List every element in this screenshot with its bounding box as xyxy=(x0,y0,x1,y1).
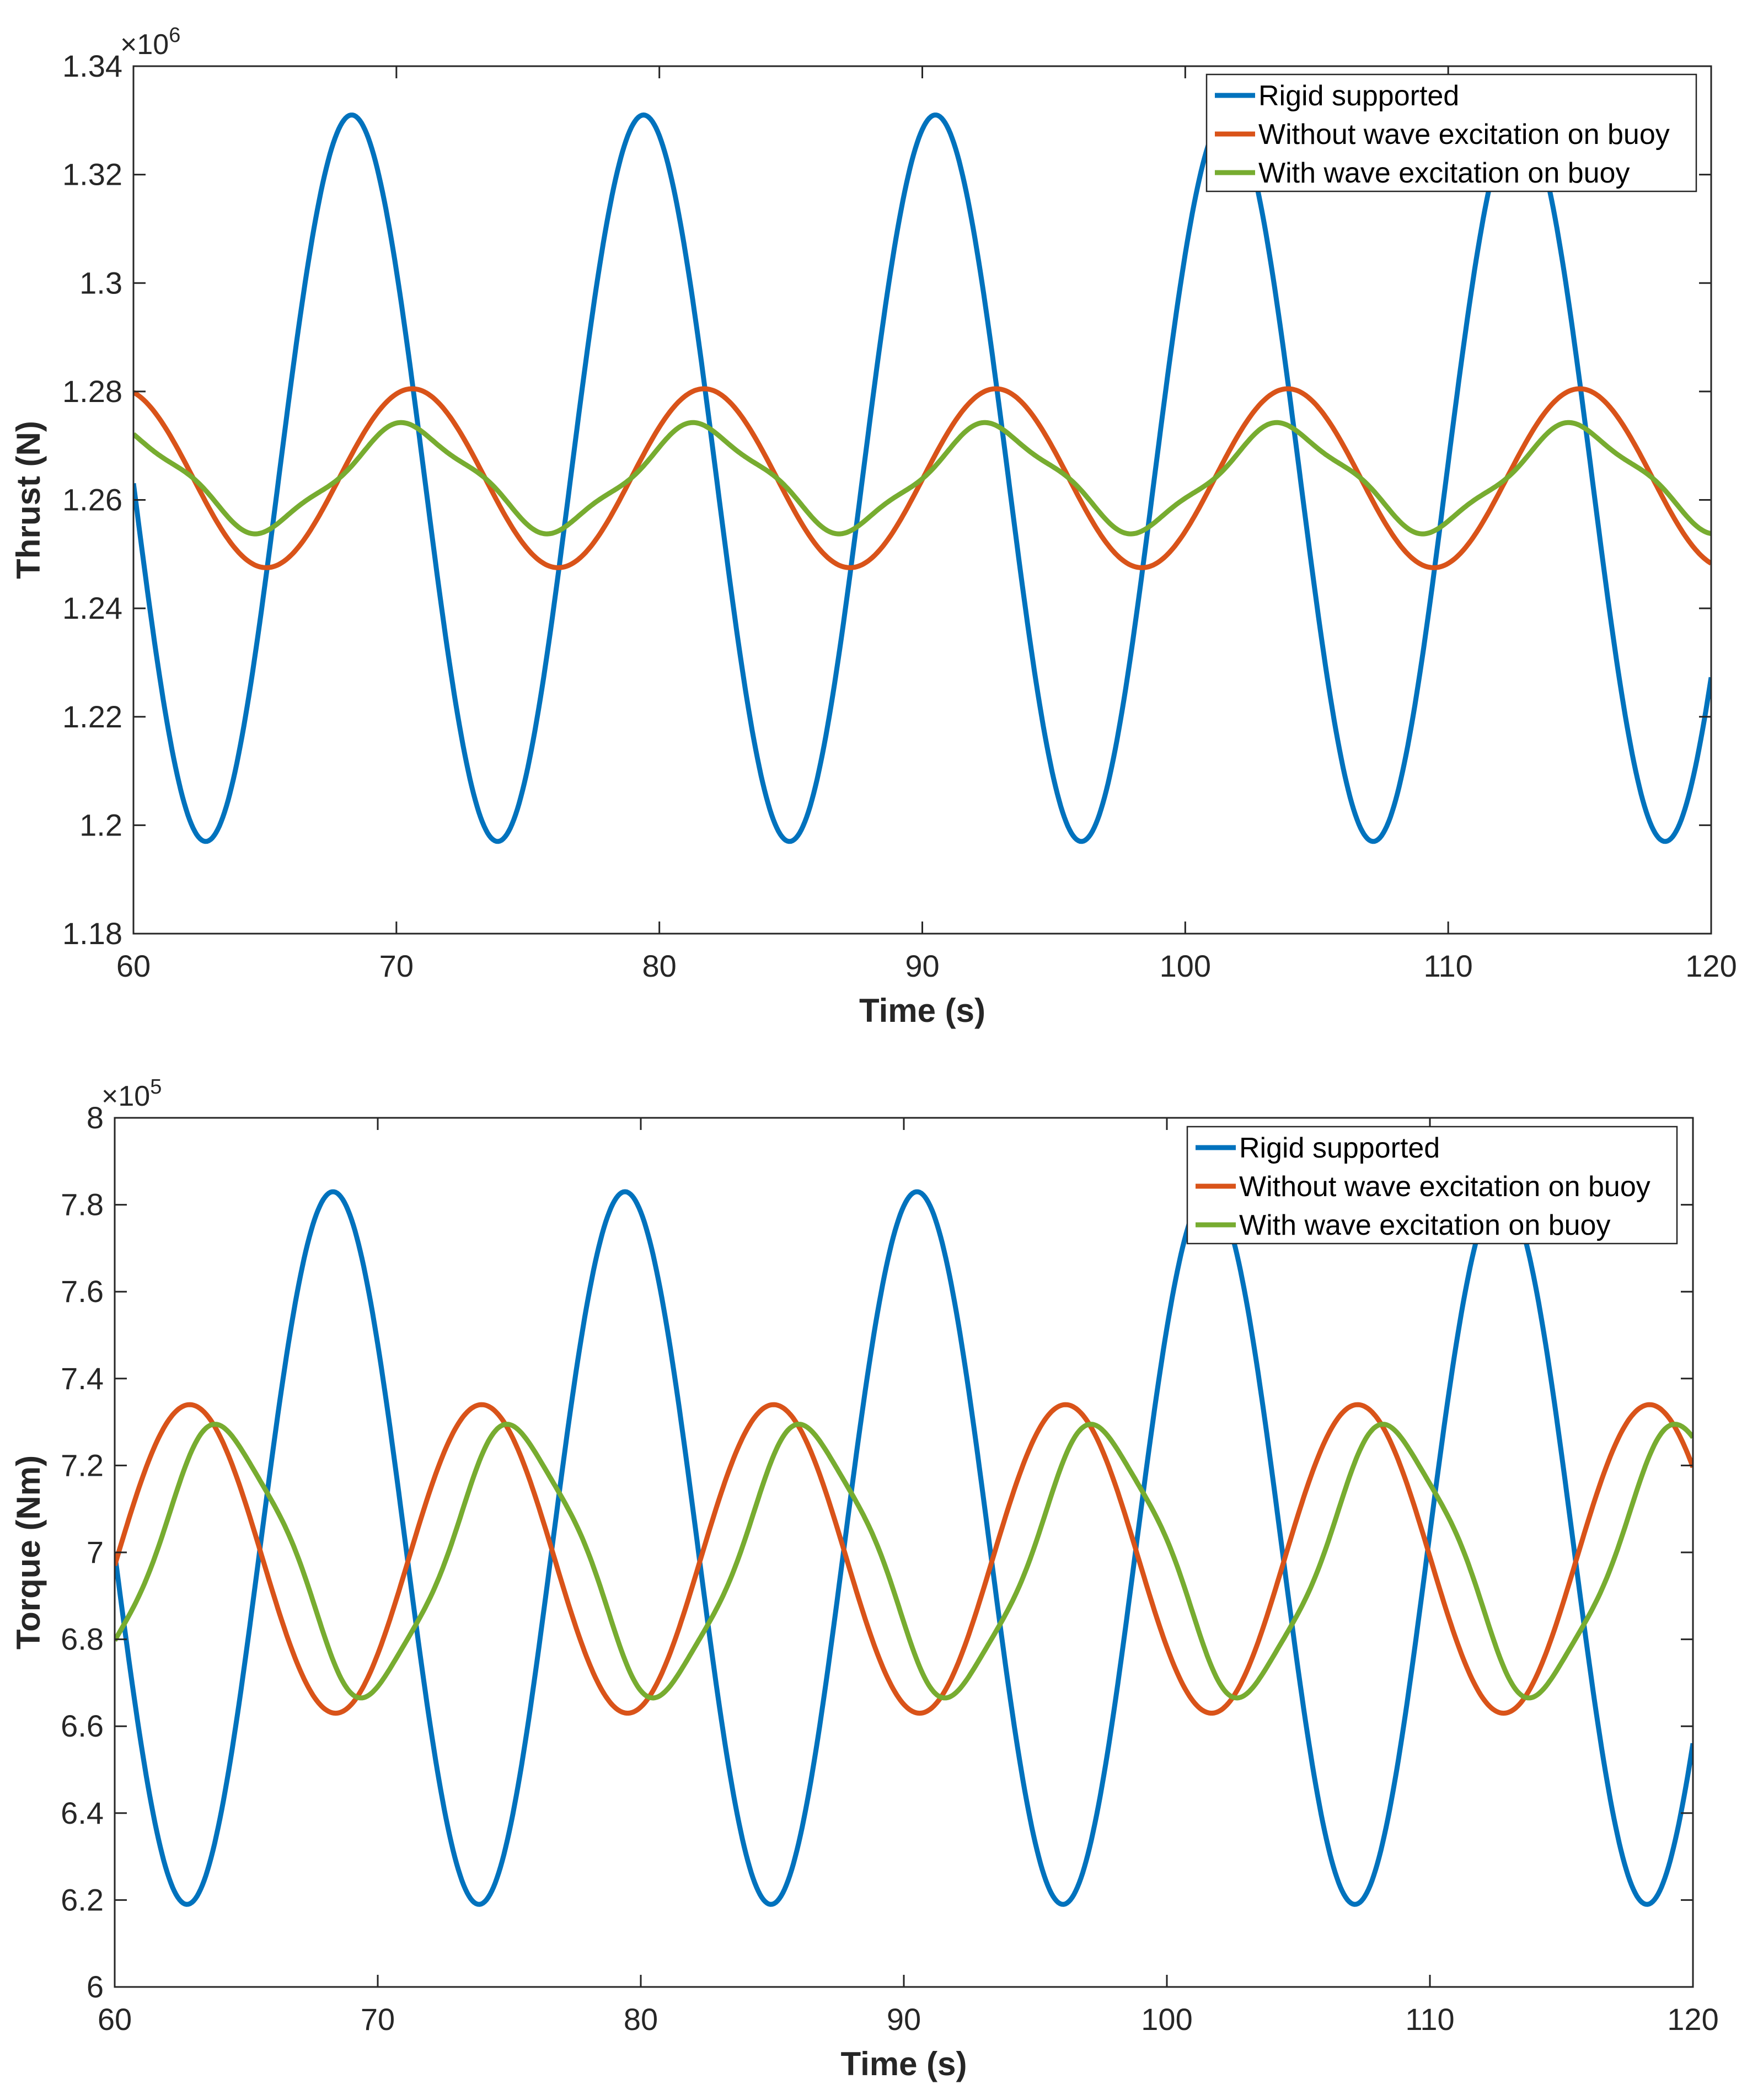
torque-curves xyxy=(115,1189,1693,1907)
thrust-y-tick-label: 1.24 xyxy=(62,591,122,625)
torque-y-tick-label: 7.4 xyxy=(61,1361,104,1396)
torque-x-tick-label: 100 xyxy=(1141,2002,1192,2037)
thrust-x-tick-label: 90 xyxy=(905,949,939,983)
thrust-legend: Rigid supported Without wave excitation o… xyxy=(1205,73,1697,192)
thrust-y-tick-label: 1.28 xyxy=(62,374,122,409)
thrust-y-tick-label: 1.22 xyxy=(62,699,122,734)
thrust-x-tick-label: 120 xyxy=(1685,949,1737,983)
torque-x-tick-label: 110 xyxy=(1405,2002,1454,2037)
torque-scale-base: ×10 xyxy=(101,1080,150,1112)
torque-ticks: 60 70 80 90 100 110 120 6 6.2 6.4 6.6 6.8 7 7.2 7.4 7.6… xyxy=(61,1100,1719,2037)
thrust-x-tick-label: 60 xyxy=(116,949,151,983)
torque-y-tick-label: 7.2 xyxy=(61,1448,104,1482)
thrust-legend-label-rigid-supported: Rigid supported xyxy=(1258,80,1459,112)
torque-legend-label-rigid-supported: Rigid supported xyxy=(1239,1132,1440,1164)
torque-legend-label-with-wave-excitation-on-buoy: With wave excitation on buoy xyxy=(1239,1209,1610,1241)
thrust-y-tick-label: 1.32 xyxy=(62,157,122,192)
thrust-curves xyxy=(133,113,1711,844)
torque-y-tick-label: 7.8 xyxy=(61,1187,104,1222)
thrust-y-tick-label: 1.18 xyxy=(62,916,122,951)
torque-chart: 60 70 80 90 100 110 120 6 6.2 6.4 6.6 6.8 7 7.2 7.4 7.6… xyxy=(10,1075,1719,2082)
thrust-ticks: 60 70 80 90 100 110 120 1.18 1.2 1.22 1.24 1.26 1.28… xyxy=(62,49,1737,983)
torque-x-tick-label: 70 xyxy=(361,2002,395,2037)
torque-y-scale-factor: ×105 xyxy=(101,1075,162,1112)
thrust-y-tick-label: 1.34 xyxy=(62,49,122,83)
thrust-scale-exponent: 6 xyxy=(169,24,180,47)
torque-y-tick-label: 6.4 xyxy=(61,1796,104,1830)
thrust-chart: 60 70 80 90 100 110 120 1.18 1.2 1.22 1.24 1.26 1.28… xyxy=(10,24,1737,1029)
torque-y-tick-label: 7 xyxy=(87,1535,104,1569)
torque-line-without-wave-excitation-on-buoy xyxy=(115,1402,1693,1716)
torque-x-tick-label: 60 xyxy=(98,2002,132,2037)
thrust-line-with-wave-excitation-on-buoy xyxy=(133,420,1711,537)
torque-y-tick-label: 6 xyxy=(87,1969,104,2004)
torque-legend-label-without-wave-excitation-on-buoy: Without wave excitation on buoy xyxy=(1239,1171,1650,1203)
torque-y-tick-label: 6.6 xyxy=(61,1708,104,1743)
thrust-line-rigid-supported xyxy=(133,113,1711,844)
torque-y-tick-label: 7.6 xyxy=(61,1274,104,1309)
thrust-x-axis-label: Time (s) xyxy=(859,992,985,1029)
thrust-y-tick-label: 1.2 xyxy=(79,807,122,842)
torque-x-tick-label: 80 xyxy=(624,2002,658,2037)
torque-legend-box xyxy=(1186,1126,1678,1245)
thrust-x-tick-label: 110 xyxy=(1424,949,1473,983)
torque-y-tick-label: 6.2 xyxy=(61,1882,104,1917)
torque-x-axis-label: Time (s) xyxy=(841,2045,967,2082)
thrust-x-tick-label: 80 xyxy=(642,949,677,983)
thrust-legend-box xyxy=(1205,73,1697,192)
thrust-y-tick-label: 1.3 xyxy=(79,265,122,300)
thrust-legend-label-without-wave-excitation-on-buoy: Without wave excitation on buoy xyxy=(1258,119,1670,151)
torque-y-axis-label: Torque (Nm) xyxy=(10,1455,47,1649)
thrust-y-axis-label: Thrust (N) xyxy=(10,421,47,579)
torque-scale-exponent: 5 xyxy=(150,1075,162,1099)
thrust-y-tick-label: 1.26 xyxy=(62,483,122,517)
thrust-x-tick-label: 70 xyxy=(379,949,414,983)
torque-line-with-wave-excitation-on-buoy xyxy=(115,1422,1693,1701)
thrust-y-scale-factor: ×106 xyxy=(120,24,180,61)
torque-x-tick-label: 120 xyxy=(1667,2002,1718,2037)
torque-y-tick-label: 6.8 xyxy=(61,1622,104,1657)
thrust-x-tick-label: 100 xyxy=(1160,949,1211,983)
torque-x-tick-label: 90 xyxy=(887,2002,921,2037)
thrust-scale-base: ×10 xyxy=(120,29,169,61)
torque-line-rigid-supported xyxy=(115,1189,1693,1907)
thrust-legend-label-with-wave-excitation-on-buoy: With wave excitation on buoy xyxy=(1258,157,1630,189)
torque-legend: Rigid supported Without wave excitation o… xyxy=(1186,1126,1678,1245)
torque-y-tick-label: 8 xyxy=(87,1100,104,1135)
